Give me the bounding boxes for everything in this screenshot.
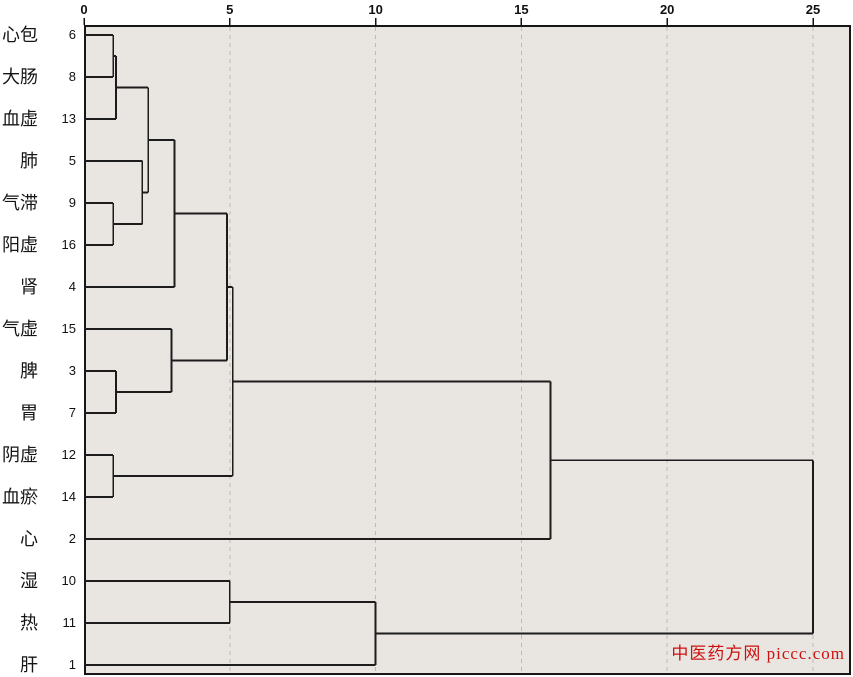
axis-tick-label: 0 <box>80 2 88 17</box>
leaf-label: 肝 <box>20 655 38 675</box>
leaf-row: 热 11 <box>0 612 82 634</box>
leaf-row: 心包 6 <box>0 24 82 46</box>
leaf-label: 大肠 <box>2 67 38 87</box>
leaf-case-number: 13 <box>61 111 76 126</box>
leaf-label: 血虚 <box>2 109 38 129</box>
distance-axis: 0 5 10 15 20 25 <box>0 0 853 25</box>
leaf-label: 阳虚 <box>2 235 38 255</box>
leaf-row: 血虚 13 <box>0 108 82 130</box>
leaf-row: 气滞 9 <box>0 192 82 214</box>
leaf-label: 脾 <box>20 361 38 381</box>
leaf-row: 气虚 15 <box>0 318 82 340</box>
leaf-row: 大肠 8 <box>0 66 82 88</box>
leaf-label: 心包 <box>2 25 38 45</box>
leaf-label: 湿 <box>20 571 38 591</box>
leaf-case-number: 12 <box>61 447 76 462</box>
leaf-label: 肾 <box>20 277 38 297</box>
leaf-label: 胃 <box>20 403 38 423</box>
leaf-label: 气虚 <box>2 319 38 339</box>
plot-area <box>84 25 851 675</box>
leaf-row: 阴虚 12 <box>0 444 82 466</box>
leaf-label: 气滞 <box>2 193 38 213</box>
leaf-label: 血瘀 <box>2 487 38 507</box>
leaf-case-number: 2 <box>68 531 76 546</box>
leaf-label: 阴虚 <box>2 445 38 465</box>
leaf-case-number: 4 <box>68 279 76 294</box>
leaf-case-number: 8 <box>68 69 76 84</box>
leaf-label: 肺 <box>20 151 38 171</box>
watermark: 中医药方网 piccc.com <box>671 644 845 663</box>
leaf-case-number: 3 <box>68 363 76 378</box>
leaf-case-number: 7 <box>68 405 76 420</box>
leaf-row: 阳虚 16 <box>0 234 82 256</box>
axis-tick-label: 10 <box>368 2 383 17</box>
leaf-case-number: 16 <box>61 237 76 252</box>
leaf-case-number: 9 <box>68 195 76 210</box>
leaf-row: 湿 10 <box>0 570 82 592</box>
leaf-case-number: 10 <box>61 573 76 588</box>
axis-tick-label: 5 <box>226 2 234 17</box>
axis-tick-label: 20 <box>659 2 675 17</box>
leaf-label: 心 <box>20 529 38 549</box>
leaf-case-number: 6 <box>68 27 76 42</box>
leaf-case-number: 1 <box>68 657 76 672</box>
leaf-case-number: 5 <box>68 153 76 168</box>
leaf-label: 热 <box>20 613 38 633</box>
axis-tick-label: 15 <box>514 2 529 17</box>
axis-tick-label: 25 <box>805 2 821 17</box>
leaf-case-number: 11 <box>62 615 77 630</box>
leaf-case-number: 15 <box>61 321 76 336</box>
leaf-row: 血瘀 14 <box>0 486 82 508</box>
leaf-case-number: 14 <box>61 489 76 504</box>
